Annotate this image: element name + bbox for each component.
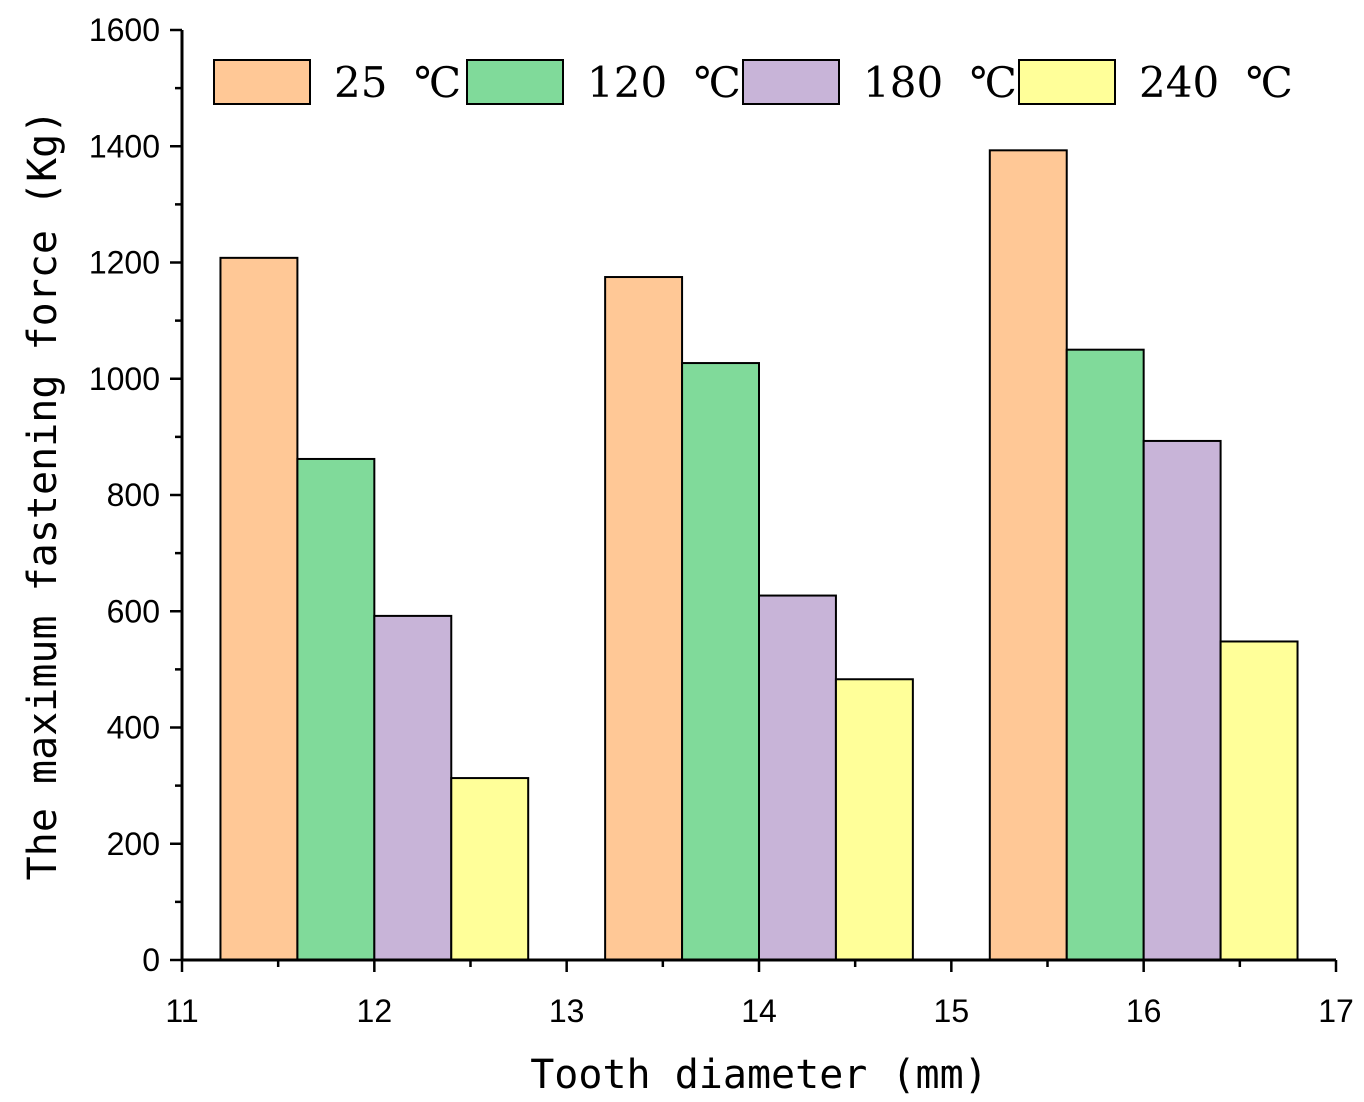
legend-swatch (466, 59, 564, 105)
bar-25C-12mm (219, 256, 299, 962)
y-axis-title: The maximum fastening force (Kg) (20, 110, 66, 881)
bar-240C-12mm (450, 777, 530, 961)
y-tick-label: 1600 (89, 12, 160, 48)
x-tick-label: 17 (1318, 993, 1354, 1029)
legend-swatch (213, 59, 311, 105)
x-tick-label: 15 (934, 993, 970, 1029)
legend-label: 240 ℃ (1139, 58, 1293, 107)
legend-swatch (742, 59, 840, 105)
bar-25C-16mm (988, 149, 1068, 962)
y-tick-label: 1000 (89, 361, 160, 397)
y-tick-label: 800 (107, 477, 160, 513)
y-tick-label: 0 (142, 942, 160, 978)
bars-group (219, 149, 1299, 962)
bar-120C-14mm (681, 362, 760, 961)
bar-180C-16mm (1142, 439, 1222, 962)
legend-label: 180 ℃ (863, 58, 1017, 107)
y-tick-label: 200 (107, 826, 160, 862)
legend-swatch (1018, 59, 1116, 105)
bar-240C-16mm (1219, 640, 1299, 961)
x-tick-label: 14 (741, 993, 777, 1029)
x-tick-label: 13 (549, 993, 585, 1029)
legend: 25 ℃ 120 ℃ 180 ℃ 240 ℃ (213, 58, 1293, 107)
bar-25C-14mm (604, 276, 684, 961)
bar-180C-14mm (758, 594, 837, 962)
y-tick-label: 1200 (89, 245, 160, 281)
legend-label: 120 ℃ (587, 58, 741, 107)
bar-240C-14mm (834, 678, 914, 961)
x-tick-label: 16 (1126, 993, 1162, 1029)
bar-120C-12mm (296, 457, 376, 961)
bar-120C-16mm (1065, 348, 1145, 961)
x-axis-title: Tooth diameter (mm) (530, 1052, 988, 1098)
x-tick-label: 12 (357, 993, 393, 1029)
axes-group: 0 200 400 600 800 1000 1200 1400 1600 11 12 13 14 15 1… (89, 12, 1354, 1029)
y-tick-label: 600 (107, 593, 160, 629)
bar-180C-12mm (373, 614, 453, 962)
y-tick-label: 400 (107, 710, 160, 746)
x-tick-label: 11 (165, 993, 198, 1029)
y-tick-label: 1400 (89, 128, 160, 164)
legend-label: 25 ℃ (334, 58, 461, 107)
